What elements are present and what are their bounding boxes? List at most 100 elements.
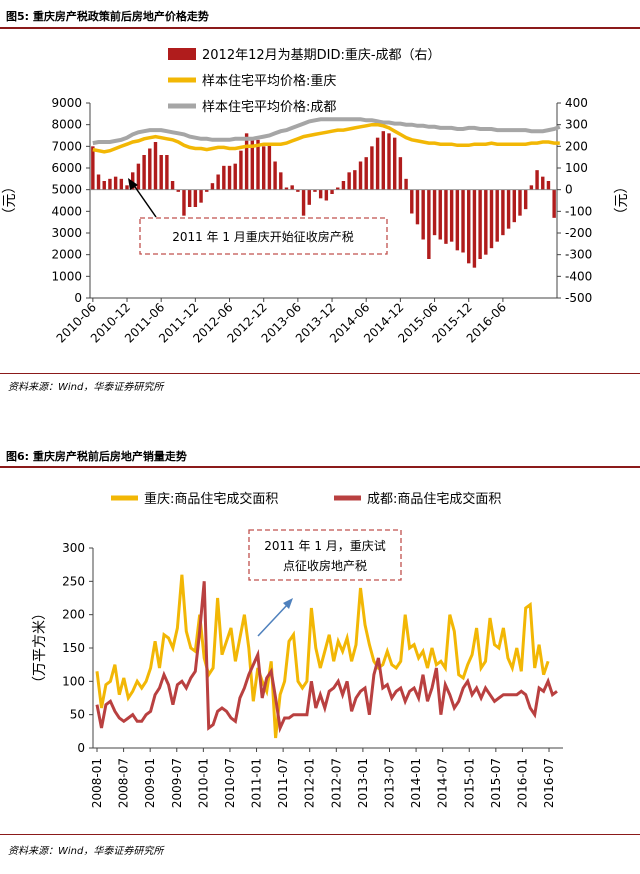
left-tick-label: 2000 bbox=[51, 248, 82, 262]
x-tick-label: 2015-07 bbox=[489, 758, 503, 808]
left-tick-label: 3000 bbox=[51, 226, 82, 240]
x-tick-label: 2013-01 bbox=[356, 758, 370, 808]
did-bar bbox=[222, 165, 226, 190]
did-bar bbox=[410, 189, 414, 214]
did-bar bbox=[438, 189, 442, 240]
did-bar bbox=[546, 181, 551, 190]
chongqing-volume-line bbox=[95, 574, 550, 739]
did-bar bbox=[279, 172, 283, 190]
did-bar bbox=[387, 133, 391, 190]
did-bar bbox=[159, 155, 163, 190]
did-bar bbox=[170, 181, 175, 190]
x-tick-label: 2009-01 bbox=[143, 758, 157, 808]
did-bar bbox=[244, 133, 249, 190]
did-bar bbox=[227, 165, 232, 190]
did-bar bbox=[455, 189, 460, 251]
annotation-arrowhead bbox=[128, 178, 138, 190]
did-bar bbox=[193, 189, 198, 207]
y-tick-label: 150 bbox=[62, 641, 85, 655]
did-bar bbox=[472, 189, 477, 268]
annotation-arrow bbox=[132, 183, 157, 218]
did-bar bbox=[501, 189, 505, 236]
legend-label-cd: 成都:商品住宅成交面积 bbox=[367, 491, 501, 507]
did-bar bbox=[512, 189, 516, 223]
did-bar bbox=[250, 137, 255, 190]
did-bar bbox=[210, 183, 215, 190]
did-bar bbox=[102, 181, 106, 190]
annotation-line1: 2011 年 1 月，重庆试 bbox=[264, 538, 386, 553]
did-bar bbox=[529, 185, 534, 190]
did-bar bbox=[518, 189, 522, 216]
y-tick-label: 0 bbox=[77, 741, 85, 755]
did-bar bbox=[467, 189, 471, 264]
x-tick-label: 2010-07 bbox=[223, 758, 237, 808]
y-tick-label: 300 bbox=[62, 541, 85, 555]
right-tick-label: -200 bbox=[565, 226, 592, 240]
legend-label-0: 2012年12月为基期DID:重庆-成都（右） bbox=[202, 47, 441, 63]
did-bar bbox=[552, 189, 556, 218]
legend-label-2: 样本住宅平均价格:成都 bbox=[202, 99, 336, 115]
did-bar bbox=[432, 189, 437, 236]
annotation-line2: 点征收房地产税 bbox=[283, 558, 367, 573]
x-tick-label: 2016-07 bbox=[542, 758, 556, 808]
did-bar bbox=[296, 189, 300, 192]
y-tick-label: 250 bbox=[62, 574, 85, 588]
did-bar bbox=[506, 189, 511, 229]
right-tick-label: -100 bbox=[565, 204, 592, 218]
x-tick-label: 2016-01 bbox=[515, 758, 529, 808]
did-bar bbox=[541, 176, 545, 190]
did-bar bbox=[261, 146, 266, 190]
chengdu-price-line bbox=[92, 117, 561, 146]
left-tick-label: 9000 bbox=[51, 96, 82, 110]
did-bar bbox=[131, 172, 135, 190]
did-bar bbox=[364, 157, 368, 190]
x-tick-label: 2013-07 bbox=[382, 758, 396, 808]
did-bar bbox=[307, 189, 311, 205]
did-bar bbox=[318, 189, 323, 199]
legend-label-1: 样本住宅平均价格:重庆 bbox=[202, 73, 336, 89]
figure6-title-rule bbox=[0, 466, 640, 468]
did-bar bbox=[239, 150, 243, 190]
figure6-bottom-rule bbox=[0, 834, 640, 835]
did-bar bbox=[216, 174, 220, 190]
x-tick-label: 2010-01 bbox=[196, 758, 210, 808]
figure5-source: 资料来源：Wind，华泰证券研究所 bbox=[8, 382, 164, 393]
annotation-box bbox=[248, 529, 402, 581]
did-bar bbox=[495, 189, 499, 242]
did-bar bbox=[421, 189, 425, 240]
right-tick-label: 400 bbox=[565, 96, 588, 110]
left-tick-label: 8000 bbox=[51, 118, 82, 132]
did-bar bbox=[523, 189, 528, 210]
x-tick-label: 2012-01 bbox=[303, 758, 317, 808]
x-tick-label: 2008-07 bbox=[117, 758, 131, 808]
did-bar bbox=[341, 181, 346, 190]
did-bar bbox=[182, 189, 186, 216]
right-tick-label: 100 bbox=[565, 161, 588, 175]
did-bar bbox=[233, 163, 237, 190]
chongqing-price-line bbox=[92, 122, 560, 154]
y-tick-label: 200 bbox=[62, 608, 85, 622]
did-bar bbox=[187, 189, 192, 207]
x-tick-label: 2014-07 bbox=[436, 758, 450, 808]
x-tick-label: 2015-01 bbox=[462, 758, 476, 808]
did-bar bbox=[96, 174, 101, 190]
x-tick-label: 2009-07 bbox=[170, 758, 184, 808]
did-bar bbox=[136, 163, 141, 190]
figure5-bottom-rule bbox=[0, 373, 640, 374]
did-bar bbox=[398, 157, 403, 190]
did-bar bbox=[449, 189, 454, 242]
y-tick-label: 50 bbox=[70, 708, 85, 722]
did-bar bbox=[489, 189, 494, 249]
did-bar bbox=[484, 189, 488, 255]
x-tick-label: 2011-01 bbox=[250, 758, 264, 808]
legend-label-cq: 重庆:商品住宅成交面积 bbox=[144, 491, 278, 507]
did-bar bbox=[347, 172, 351, 190]
right-tick-label: -300 bbox=[565, 248, 592, 262]
x-tick-label: 2011-07 bbox=[276, 758, 290, 808]
right-tick-label: 300 bbox=[565, 118, 588, 132]
x-tick-label: 2012-07 bbox=[329, 758, 343, 808]
annotation-arrowhead bbox=[283, 598, 293, 609]
did-bar bbox=[273, 161, 277, 190]
did-bar bbox=[153, 142, 158, 190]
did-bar bbox=[142, 155, 146, 190]
